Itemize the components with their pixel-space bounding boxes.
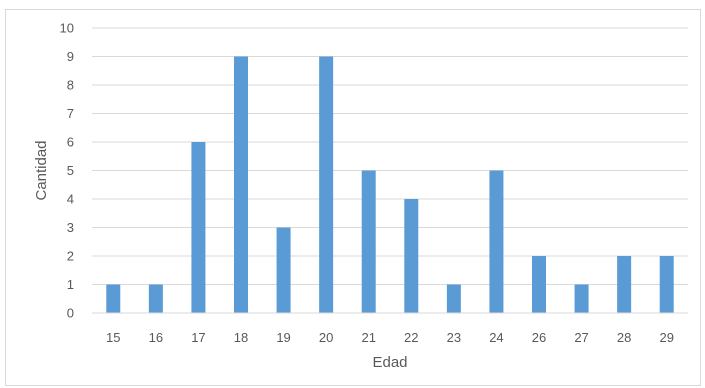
x-tick-label: 20 bbox=[319, 330, 333, 345]
y-tick-label: 0 bbox=[67, 306, 74, 321]
y-tick-label: 6 bbox=[67, 135, 74, 150]
bar-27 bbox=[574, 284, 589, 313]
bars bbox=[106, 56, 674, 313]
y-tick-label: 3 bbox=[67, 220, 74, 235]
bar-26 bbox=[532, 256, 546, 313]
bar-23 bbox=[446, 284, 461, 313]
bar-20 bbox=[319, 56, 334, 313]
x-tick-label: 17 bbox=[191, 330, 205, 345]
y-tick-label: 2 bbox=[67, 249, 74, 264]
x-tick-label: 26 bbox=[532, 330, 546, 345]
x-tick-label: 29 bbox=[659, 330, 673, 345]
bar-24 bbox=[489, 170, 504, 313]
x-tick-label: 18 bbox=[234, 330, 248, 345]
bar-17 bbox=[191, 142, 206, 313]
x-axis-title: Edad bbox=[372, 354, 407, 371]
bar-15 bbox=[106, 284, 121, 313]
y-tick-label: 4 bbox=[67, 192, 74, 207]
x-axis-ticks: 15 16 17 18 19 20 21 22 23 24 26 27 28 29 bbox=[106, 330, 674, 345]
x-tick-label: 24 bbox=[489, 330, 503, 345]
x-tick-label: 19 bbox=[276, 330, 290, 345]
bar-29 bbox=[659, 256, 674, 313]
x-tick-label: 22 bbox=[404, 330, 418, 345]
x-tick-label: 23 bbox=[447, 330, 461, 345]
y-tick-label: 1 bbox=[67, 277, 74, 292]
x-tick-label: 27 bbox=[574, 330, 588, 345]
y-tick-label: 8 bbox=[67, 78, 74, 93]
gridlines bbox=[92, 27, 688, 285]
y-tick-label: 7 bbox=[67, 106, 74, 121]
y-tick-label: 5 bbox=[67, 163, 74, 178]
x-tick-label: 21 bbox=[361, 330, 375, 345]
bar-21 bbox=[361, 170, 376, 313]
x-tick-label: 28 bbox=[617, 330, 631, 345]
y-tick-label: 9 bbox=[67, 49, 74, 64]
chart-frame bbox=[5, 9, 701, 386]
bar-19 bbox=[276, 227, 291, 313]
x-tick-label: 16 bbox=[149, 330, 163, 345]
bar-28 bbox=[617, 256, 632, 313]
y-axis-ticks: 0 1 2 3 4 5 6 7 8 9 10 bbox=[60, 21, 74, 321]
bar-18 bbox=[234, 56, 248, 313]
bar-16 bbox=[148, 284, 163, 313]
y-axis-title: Cantidad bbox=[33, 140, 50, 200]
y-tick-label: 10 bbox=[60, 21, 74, 36]
x-tick-label: 15 bbox=[106, 330, 120, 345]
bar-22 bbox=[404, 199, 419, 313]
